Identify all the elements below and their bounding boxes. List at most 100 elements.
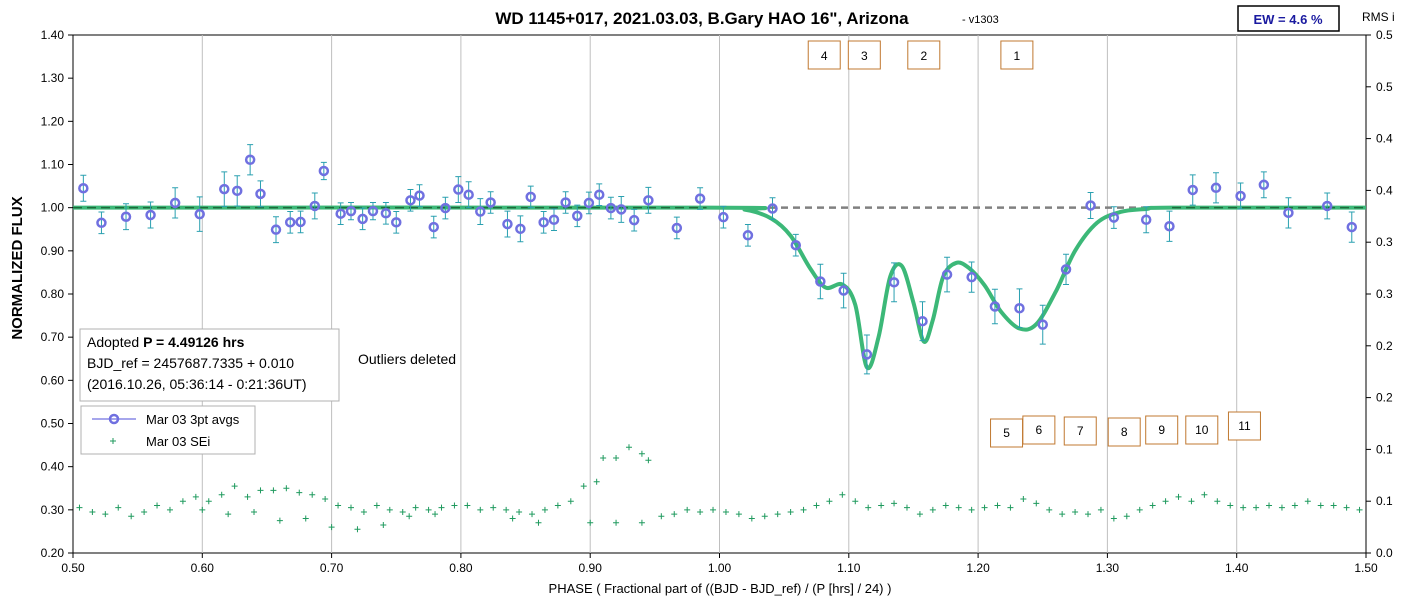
error-bar [196, 196, 203, 232]
avg-point [405, 195, 416, 206]
legend: Mar 03 3pt avgs Mar 03 SEi [80, 405, 256, 455]
avg-point [145, 209, 156, 221]
avg-point [502, 218, 513, 230]
sei-point [813, 502, 820, 509]
error-bar [1087, 192, 1094, 219]
sei-point [613, 519, 620, 526]
sei-point [386, 506, 393, 513]
error-bar [393, 211, 400, 234]
error-bar [273, 216, 280, 244]
avg-point [270, 224, 282, 235]
avg-point [295, 216, 306, 228]
avg-point [538, 217, 549, 228]
avg-point [244, 154, 256, 166]
y-right-tick-label: 0.2 [1376, 339, 1393, 353]
error-bar [234, 175, 241, 207]
sei-point [257, 487, 264, 494]
event-label: 4 [821, 49, 828, 63]
event-label: 3 [861, 49, 868, 63]
sei-point [852, 498, 859, 505]
avg-point [1108, 212, 1120, 223]
avg-point [1037, 319, 1048, 330]
avg-point [605, 202, 617, 214]
event-label: 9 [1158, 423, 1165, 437]
avg-point [671, 222, 683, 234]
error-bar [991, 288, 998, 325]
x-tick-label: 0.90 [579, 561, 603, 575]
event-labels: 4 3 2 1 5 6 7 8 9 10 11 [807, 40, 1261, 448]
error-bar [297, 210, 304, 234]
sei-point [554, 502, 561, 509]
y-tick-label: 0.80 [41, 287, 65, 301]
sei-point [102, 511, 109, 518]
chart-title-version: - v1303 [962, 14, 999, 26]
info-box: Adopted P = 4.49126 hrs BJD_ref = 245768… [79, 328, 340, 402]
error-bar [247, 144, 254, 176]
sei-point [89, 508, 96, 515]
sei-point [1304, 498, 1311, 505]
avg-point [548, 214, 560, 226]
avg-point [615, 204, 627, 215]
avg-point [1210, 182, 1222, 194]
legend-marker-avgs [108, 413, 120, 425]
avgs-series [78, 144, 1358, 375]
sei-point [541, 506, 548, 513]
avg-point [120, 211, 132, 222]
sei-point [735, 511, 742, 518]
error-bar [596, 183, 603, 207]
avg-point [485, 197, 496, 208]
sei-point [302, 515, 309, 522]
x-axis: 0.50 0.60 0.70 0.80 0.90 1.00 1.10 1.20 1.30 1.40… [61, 553, 1378, 575]
sei-point [1317, 502, 1324, 509]
event-box [1022, 415, 1056, 445]
y-right-tick-label: 0.1 [1376, 442, 1393, 456]
error-bar [337, 202, 344, 226]
sei-point [1136, 506, 1143, 513]
ew-box: EW = 4.6 % [1237, 5, 1340, 32]
sei-point [438, 504, 445, 511]
error-bar [863, 334, 870, 375]
avg-point [1187, 184, 1198, 196]
sei-point [464, 502, 471, 509]
avg-point [1164, 220, 1175, 232]
error-bar [1189, 174, 1196, 206]
error-bar [477, 198, 484, 226]
sei-point [774, 511, 781, 518]
y-right-tick-label: 0.2 [1376, 391, 1393, 405]
sei-point [625, 444, 632, 451]
sei-point [697, 508, 704, 515]
error-bar [487, 191, 494, 214]
x-tick-label: 0.50 [61, 561, 85, 575]
x-tick-label: 1.20 [966, 561, 990, 575]
sei-point [916, 511, 923, 518]
sei-point [865, 504, 872, 511]
error-bar [359, 207, 366, 231]
error-bar [347, 201, 354, 221]
sei-point [567, 498, 574, 505]
avg-point [345, 205, 357, 217]
sei-point [231, 483, 238, 490]
sei-point [509, 515, 516, 522]
event-box [1227, 411, 1261, 441]
sei-point [942, 502, 949, 509]
avg-point [572, 210, 583, 222]
sei-point [600, 455, 607, 462]
sei-point [1266, 502, 1273, 509]
avg-point [78, 182, 89, 194]
sei-point [76, 504, 83, 511]
sei-point [354, 526, 361, 533]
sei-point [406, 513, 413, 520]
avg-point [861, 349, 873, 360]
sei-point [380, 521, 387, 528]
avg-point [583, 197, 595, 209]
y-right-tick-label: 0.3 [1376, 287, 1393, 301]
sei-point [412, 504, 419, 511]
error-bar [1143, 206, 1150, 234]
event-box [907, 40, 941, 70]
legend-entry-avgs: Mar 03 3pt avgs [146, 412, 240, 427]
event-box [1185, 415, 1219, 445]
sei-point [1291, 502, 1298, 509]
avg-point [414, 190, 425, 201]
avg-point [284, 217, 296, 228]
sei-point [878, 502, 885, 509]
